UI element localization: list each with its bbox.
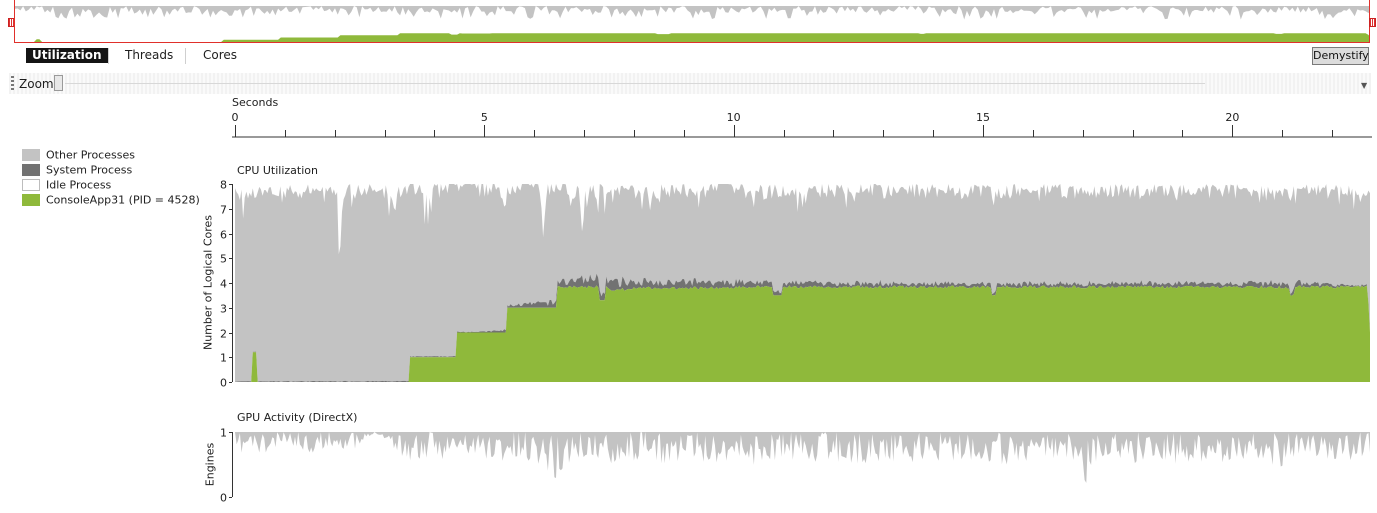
time-ruler: 0 5 10 15 20 xyxy=(232,111,1372,138)
legend-swatch-system xyxy=(22,164,40,176)
tab-separator xyxy=(185,48,186,64)
tab-utilization[interactable]: Utilization xyxy=(26,48,108,63)
timeline-overview[interactable] xyxy=(14,0,1370,43)
cpu-y-tick-label: 8 xyxy=(220,180,227,192)
zoom-toolbar: Zoom ▼ xyxy=(9,73,1371,94)
zoom-slider-track[interactable] xyxy=(65,83,1205,84)
gpu-y-tick-label: 0 xyxy=(220,492,227,504)
cpu-y-tick-label: 2 xyxy=(220,328,227,341)
gpu-activity-chart[interactable]: 01 xyxy=(215,425,1372,503)
tab-threads[interactable]: Threads xyxy=(125,48,174,62)
demystify-button[interactable]: Demystify xyxy=(1312,47,1369,65)
ruler-tick-label: 5 xyxy=(481,111,488,124)
gpu-y-tick-label: 1 xyxy=(220,427,227,440)
cpu-app-area xyxy=(235,285,1370,382)
overview-other-area xyxy=(15,6,1369,20)
overview-app-area xyxy=(15,33,1369,42)
cpu-y-axis-title: Number of Logical Cores xyxy=(201,214,215,351)
zoom-label: Zoom xyxy=(19,77,54,91)
cpu-y-tick-label: 6 xyxy=(220,229,227,242)
legend-swatch-idle xyxy=(22,179,40,191)
cpu-y-tick-label: 5 xyxy=(220,253,227,266)
legend-item-system: System Process xyxy=(22,163,133,177)
ruler-label: Seconds xyxy=(232,96,279,109)
legend-label: Idle Process xyxy=(46,178,112,192)
legend-label: ConsoleApp31 (PID = 4528) xyxy=(46,193,200,207)
legend-swatch-other xyxy=(22,149,40,161)
cpu-y-tick-label: 0 xyxy=(220,377,227,390)
cpu-y-tick-label: 3 xyxy=(220,303,227,316)
cpu-y-tick-label: 7 xyxy=(220,204,227,217)
toolbar-overflow-icon[interactable]: ▼ xyxy=(1361,81,1368,90)
gpu-chart-title: GPU Activity (DirectX) xyxy=(237,411,358,424)
legend-item-other: Other Processes xyxy=(22,148,135,162)
cpu-system-process-area xyxy=(235,273,1370,382)
cpu-y-tick-label: 4 xyxy=(220,278,227,291)
cpu-chart-title: CPU Utilization xyxy=(237,164,318,177)
gpu-activity-area xyxy=(235,432,1370,483)
legend-label: System Process xyxy=(46,163,133,177)
tab-separator xyxy=(108,48,109,64)
legend-swatch-app xyxy=(22,194,40,206)
overview-chart xyxy=(15,6,1369,42)
cpu-other-processes-area xyxy=(235,184,1370,382)
legend-item-app: ConsoleApp31 (PID = 4528) xyxy=(22,193,200,207)
ruler-tick-label: 20 xyxy=(1225,111,1239,124)
zoom-slider-thumb[interactable] xyxy=(54,75,63,91)
ruler-tick-label: 10 xyxy=(727,111,741,124)
cpu-y-tick-label: 1 xyxy=(220,352,227,365)
overview-right-handle[interactable] xyxy=(1369,18,1376,27)
ruler-tick-label: 0 xyxy=(232,111,239,124)
tab-cores[interactable]: Cores xyxy=(203,48,238,62)
toolbar-grip-icon[interactable] xyxy=(11,76,14,90)
cpu-utilization-chart[interactable]: 0 1 2 3 4 5 6 7 8 xyxy=(215,180,1372,390)
legend-label: Other Processes xyxy=(46,148,135,162)
ruler-tick-label: 15 xyxy=(976,111,990,124)
legend-item-idle: Idle Process xyxy=(22,178,112,192)
